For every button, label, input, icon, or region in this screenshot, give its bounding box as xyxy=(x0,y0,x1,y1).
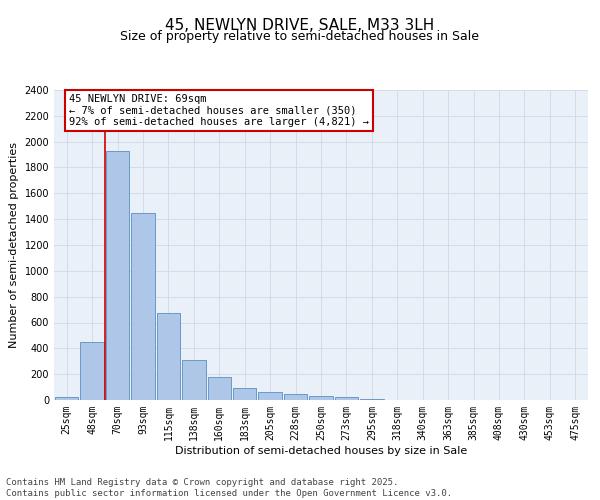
Bar xyxy=(182,360,206,400)
Y-axis label: Number of semi-detached properties: Number of semi-detached properties xyxy=(9,142,19,348)
Text: Contains HM Land Registry data © Crown copyright and database right 2025.
Contai: Contains HM Land Registry data © Crown c… xyxy=(6,478,452,498)
Bar xyxy=(208,378,231,400)
Bar xyxy=(310,396,332,400)
Bar xyxy=(284,394,307,400)
X-axis label: Distribution of semi-detached houses by size in Sale: Distribution of semi-detached houses by … xyxy=(175,446,467,456)
Text: 45, NEWLYN DRIVE, SALE, M33 3LH: 45, NEWLYN DRIVE, SALE, M33 3LH xyxy=(166,18,434,32)
Bar xyxy=(259,392,282,400)
Bar xyxy=(55,398,79,400)
Text: Size of property relative to semi-detached houses in Sale: Size of property relative to semi-detach… xyxy=(121,30,479,43)
Bar xyxy=(157,314,180,400)
Bar xyxy=(80,342,104,400)
Bar xyxy=(131,212,155,400)
Bar xyxy=(335,398,358,400)
Bar xyxy=(106,150,129,400)
Text: 45 NEWLYN DRIVE: 69sqm
← 7% of semi-detached houses are smaller (350)
92% of sem: 45 NEWLYN DRIVE: 69sqm ← 7% of semi-deta… xyxy=(69,94,369,127)
Bar xyxy=(233,388,256,400)
